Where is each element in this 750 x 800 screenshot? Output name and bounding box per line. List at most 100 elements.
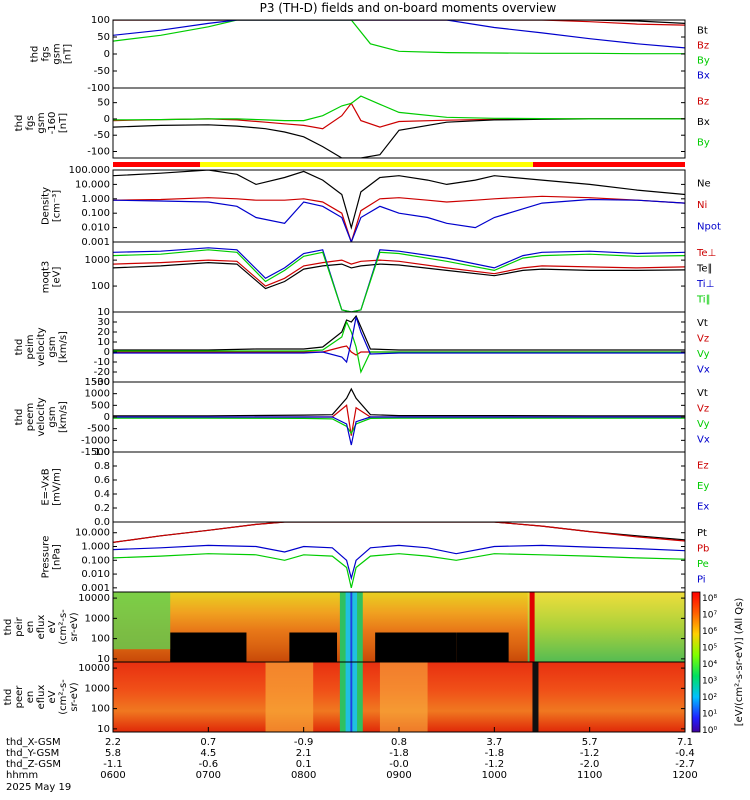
status-bar-red: [533, 162, 685, 167]
panel-temperature-plot: [113, 247, 685, 312]
legend-entry: Bt: [697, 26, 708, 37]
y-axis-label: en: [25, 691, 36, 704]
y-tick-label: 0.2: [94, 503, 110, 514]
colorbar-tick-label: 10⁶: [702, 627, 717, 637]
y-axis-label: (cm²-s-: [58, 609, 69, 645]
y-axis-label: gsm: [47, 406, 58, 427]
legend-entry: Bx: [697, 117, 710, 128]
panel-peer_en_eflux-plot: [113, 662, 685, 732]
heatmap-empty-region: [170, 632, 247, 662]
panel-frame: [112, 311, 686, 383]
y-axis-label: gsm: [52, 43, 63, 64]
series-line-Vt: [113, 314, 685, 351]
y-tick-label: 0.001: [81, 583, 110, 594]
legend-entry: Bx: [697, 71, 710, 82]
series-line-Bx: [113, 118, 685, 158]
y-tick-label: 10: [97, 307, 110, 318]
legend-entry: Vt: [697, 388, 708, 399]
y-axis-label: [mV/m]: [52, 468, 63, 506]
y-tick-label: 1000: [85, 613, 110, 624]
y-tick-label: 50: [97, 98, 110, 109]
footer-value: 1100: [577, 770, 602, 781]
series-line-Vz: [113, 404, 685, 436]
footer-value: 0.7: [200, 737, 216, 748]
y-tick-label: 30: [97, 317, 110, 328]
figure-title: P3 (TH-D) fields and on-board moments ov…: [260, 1, 557, 15]
y-tick-label: -30: [94, 377, 110, 388]
panel-frame: [112, 169, 686, 243]
heatmap-green-region: [113, 592, 171, 650]
series-line-Vy: [113, 320, 685, 374]
y-tick-label: -20: [94, 367, 110, 378]
y-tick-label: 100: [91, 704, 110, 715]
panel-pressure-plot: [113, 522, 685, 589]
y-tick-label: -500: [87, 424, 110, 435]
colorbar-tick-label: 10⁷: [702, 611, 717, 621]
footer-value: 4.5: [200, 748, 216, 759]
heatmap-green-region: [527, 592, 685, 662]
y-axis-label: E=-VxB: [41, 468, 52, 505]
y-tick-label: 0.6: [94, 475, 110, 486]
heatmap-channel-center: [350, 592, 353, 662]
y-axis-label: eflux: [36, 615, 47, 640]
footer-value: -2.7: [675, 759, 695, 770]
legend-entry: Ni: [697, 200, 707, 211]
legend-entry: Ex: [697, 502, 709, 513]
y-axis-label: eV: [47, 620, 58, 633]
y-tick-label: 0.8: [94, 461, 110, 472]
panel-fgs_gsm-plot: [113, 20, 685, 55]
y-tick-label: 0: [104, 114, 110, 125]
y-tick-label: -50: [94, 130, 110, 141]
footer-value: 0.8: [391, 737, 407, 748]
status-bar-yellow: [200, 162, 533, 167]
series-line-By: [113, 20, 685, 55]
y-axis-label: thd: [30, 46, 41, 63]
y-tick-label: 10: [97, 654, 110, 665]
y-axis-label: eV: [47, 690, 58, 703]
footer-value: -1.1: [103, 759, 123, 770]
y-tick-label: -1000: [81, 435, 110, 446]
legend-entry: Ey: [697, 481, 709, 492]
colorbar-label: [eV/(cm²-s-sr-eV)] (All Qs): [734, 598, 745, 727]
legend-entry: Vx: [697, 364, 710, 375]
y-tick-label: -10: [94, 357, 110, 368]
y-axis-label: [cm⁻³]: [52, 190, 63, 222]
series-line-Pi: [113, 544, 685, 581]
panel-peem_velocity-plot: [113, 387, 685, 446]
heatmap-empty-region: [456, 632, 509, 662]
colorbar-tick-label: 10⁰: [702, 726, 717, 736]
y-tick-label: 10: [97, 724, 110, 735]
series-line-By: [113, 95, 685, 122]
y-axis-label: [nPa]: [52, 544, 63, 570]
legend-entry: Ti∥: [696, 294, 711, 305]
y-axis-label: fgs: [25, 115, 36, 130]
footer-value: 7.1: [677, 737, 693, 748]
series-line-Pb: [113, 522, 685, 543]
footer-row-label: thd_Z-GSM: [6, 759, 61, 770]
y-axis-label: peir: [14, 616, 25, 636]
legend-entry: Vy: [697, 419, 710, 430]
y-tick-label: -1500: [81, 447, 110, 458]
legend-entry: Vz: [697, 403, 709, 414]
legend-entry: By: [697, 138, 710, 149]
legend-entry: By: [697, 56, 710, 67]
footer-value: -0.4: [675, 748, 695, 759]
y-tick-label: 500: [91, 400, 110, 411]
footer-value: 0900: [386, 770, 411, 781]
y-tick-label: -100: [87, 146, 110, 157]
y-tick-label: 1.0: [94, 447, 110, 458]
y-tick-label: 10000: [78, 663, 110, 674]
y-tick-label: 1.000: [81, 542, 110, 553]
footer-value: 1200: [672, 770, 697, 781]
legend-entry: Bz: [697, 96, 709, 107]
y-axis-label: velocity: [36, 327, 47, 366]
series-line-Ti⊥: [113, 247, 685, 312]
colorbar-tick-label: 10⁸: [702, 594, 717, 604]
colorbar-tick-label: 10⁴: [702, 660, 717, 670]
y-axis-label: [km/s]: [58, 331, 69, 363]
legend-entry: Ti⊥: [696, 279, 714, 290]
panel-peir_en_eflux-plot: [113, 592, 685, 662]
footer-value: -2.0: [580, 759, 600, 770]
